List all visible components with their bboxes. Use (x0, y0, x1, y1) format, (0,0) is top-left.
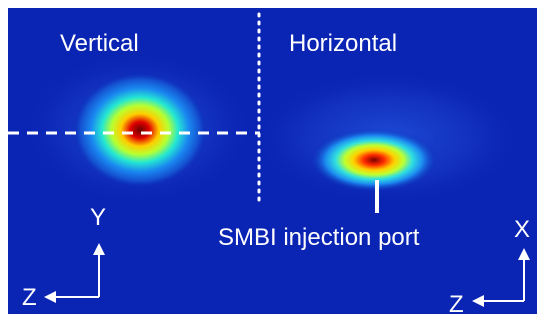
left-axis-z-label: Z (22, 284, 37, 311)
right-axis-z-label: Z (449, 291, 464, 315)
right-axes-icon (472, 248, 530, 307)
left-axes-icon (44, 243, 105, 303)
right-axis-x-label: X (514, 216, 531, 243)
emission-scene (8, 12, 530, 307)
vertical-view-label: Vertical (60, 30, 139, 57)
left-axis-y-label: Y (90, 204, 107, 231)
vertical-view-plume (72, 72, 208, 188)
horizontal-view-label: Horizontal (289, 30, 398, 57)
camera-image: Vertical Horizontal SMBI injection port … (8, 8, 537, 314)
injection-port-label: SMBI injection port (218, 224, 420, 251)
horizontal-view-plume (310, 128, 438, 192)
